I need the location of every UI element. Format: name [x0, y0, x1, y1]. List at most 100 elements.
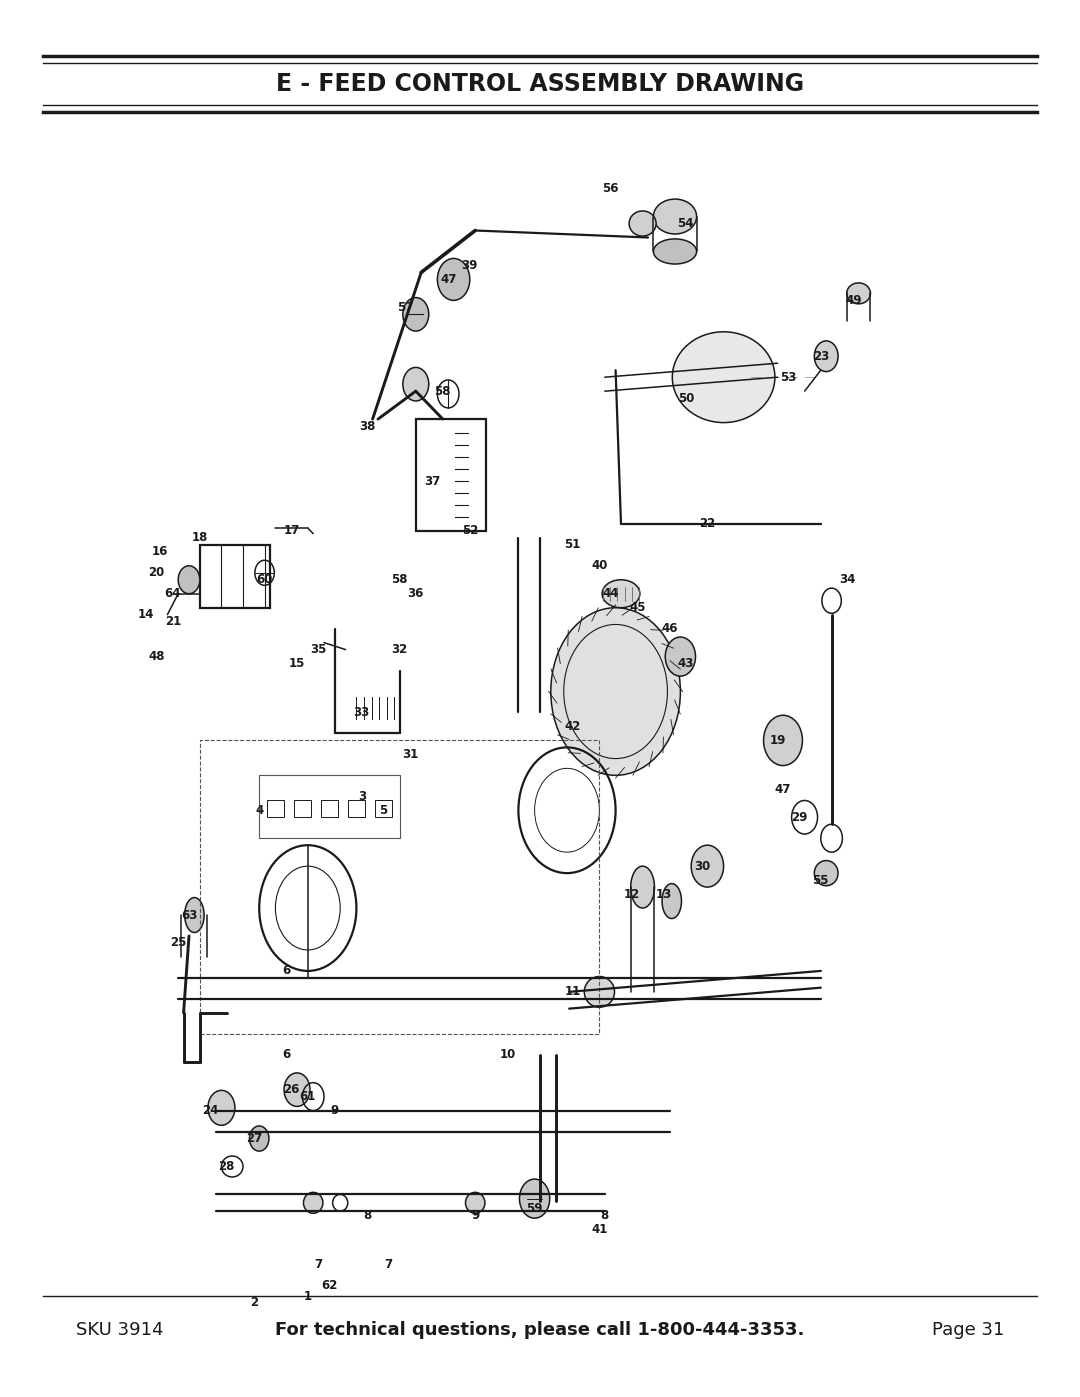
Ellipse shape	[185, 898, 204, 933]
Circle shape	[519, 1179, 550, 1218]
Text: 50: 50	[677, 391, 694, 405]
Bar	[321, 800, 338, 817]
Text: 48: 48	[148, 650, 165, 664]
Text: 15: 15	[288, 657, 306, 671]
Text: 8: 8	[363, 1208, 372, 1222]
Text: 1: 1	[303, 1289, 312, 1303]
Text: 19: 19	[769, 733, 786, 747]
Text: 11: 11	[564, 985, 581, 999]
Text: 51: 51	[564, 538, 581, 552]
Bar	[267, 800, 284, 817]
Ellipse shape	[814, 341, 838, 372]
Ellipse shape	[653, 200, 697, 235]
Ellipse shape	[665, 637, 696, 676]
Text: 47: 47	[774, 782, 792, 796]
Bar	[348, 800, 365, 817]
Ellipse shape	[672, 332, 775, 423]
Text: 38: 38	[359, 419, 376, 433]
Ellipse shape	[465, 1193, 485, 1213]
Text: 14: 14	[137, 608, 154, 622]
Text: 37: 37	[423, 475, 441, 489]
Text: 2: 2	[249, 1295, 258, 1309]
Text: 7: 7	[384, 1257, 393, 1271]
Text: 9: 9	[330, 1104, 339, 1118]
Text: 30: 30	[693, 859, 711, 873]
Circle shape	[403, 298, 429, 331]
Text: 45: 45	[629, 601, 646, 615]
Text: 8: 8	[600, 1208, 609, 1222]
Text: 6: 6	[282, 1048, 291, 1062]
Text: SKU 3914: SKU 3914	[76, 1322, 163, 1338]
Text: 63: 63	[180, 908, 198, 922]
Text: 18: 18	[191, 531, 208, 545]
Circle shape	[437, 258, 470, 300]
Ellipse shape	[249, 1126, 269, 1151]
Text: 57: 57	[396, 300, 414, 314]
Text: 13: 13	[656, 887, 673, 901]
Ellipse shape	[631, 866, 654, 908]
Text: 21: 21	[164, 615, 181, 629]
Bar	[294, 800, 311, 817]
Text: For technical questions, please call 1-800-444-3353.: For technical questions, please call 1-8…	[275, 1322, 805, 1338]
Text: 59: 59	[526, 1201, 543, 1215]
Ellipse shape	[814, 861, 838, 886]
Text: 5: 5	[379, 803, 388, 817]
Text: 28: 28	[218, 1160, 235, 1173]
Text: 33: 33	[353, 705, 370, 719]
Circle shape	[551, 608, 680, 775]
Text: 41: 41	[591, 1222, 608, 1236]
Ellipse shape	[602, 580, 639, 608]
Bar	[200, 545, 270, 608]
Text: E - FEED CONTROL ASSEMBLY DRAWING: E - FEED CONTROL ASSEMBLY DRAWING	[275, 71, 805, 96]
Text: 12: 12	[623, 887, 640, 901]
Text: 61: 61	[299, 1090, 316, 1104]
Circle shape	[764, 715, 802, 766]
Text: 29: 29	[791, 810, 808, 824]
Text: 25: 25	[170, 936, 187, 950]
Text: 49: 49	[845, 293, 862, 307]
Ellipse shape	[303, 1193, 323, 1213]
Ellipse shape	[662, 884, 681, 919]
Text: 9: 9	[471, 1208, 480, 1222]
Ellipse shape	[207, 1091, 235, 1126]
Text: 56: 56	[602, 182, 619, 196]
Text: 52: 52	[461, 524, 478, 538]
Text: 35: 35	[310, 643, 327, 657]
Bar	[416, 419, 486, 531]
Text: 42: 42	[564, 719, 581, 733]
Text: 10: 10	[499, 1048, 516, 1062]
Text: 47: 47	[440, 272, 457, 286]
Text: 39: 39	[461, 258, 478, 272]
Bar	[375, 800, 392, 817]
Text: 60: 60	[256, 573, 273, 587]
Bar	[200, 740, 599, 1034]
Text: 62: 62	[321, 1278, 338, 1292]
Ellipse shape	[847, 282, 870, 303]
Text: Page 31: Page 31	[932, 1322, 1004, 1338]
Text: 22: 22	[699, 517, 716, 531]
Text: 23: 23	[812, 349, 829, 363]
Text: 36: 36	[407, 587, 424, 601]
Text: 44: 44	[602, 587, 619, 601]
Ellipse shape	[584, 977, 615, 1007]
Text: 4: 4	[255, 803, 264, 817]
Circle shape	[691, 845, 724, 887]
Text: 16: 16	[151, 545, 168, 559]
Text: 31: 31	[402, 747, 419, 761]
Text: 27: 27	[245, 1132, 262, 1146]
Circle shape	[403, 367, 429, 401]
Text: 55: 55	[812, 873, 829, 887]
Circle shape	[284, 1073, 310, 1106]
Text: 40: 40	[591, 559, 608, 573]
Text: 26: 26	[283, 1083, 300, 1097]
Ellipse shape	[653, 239, 697, 264]
Text: 34: 34	[839, 573, 856, 587]
Circle shape	[178, 566, 200, 594]
Text: 24: 24	[202, 1104, 219, 1118]
Text: 46: 46	[661, 622, 678, 636]
Text: 54: 54	[677, 217, 694, 231]
Text: 20: 20	[148, 566, 165, 580]
Text: 3: 3	[357, 789, 366, 803]
Text: 58: 58	[391, 573, 408, 587]
Text: 43: 43	[677, 657, 694, 671]
